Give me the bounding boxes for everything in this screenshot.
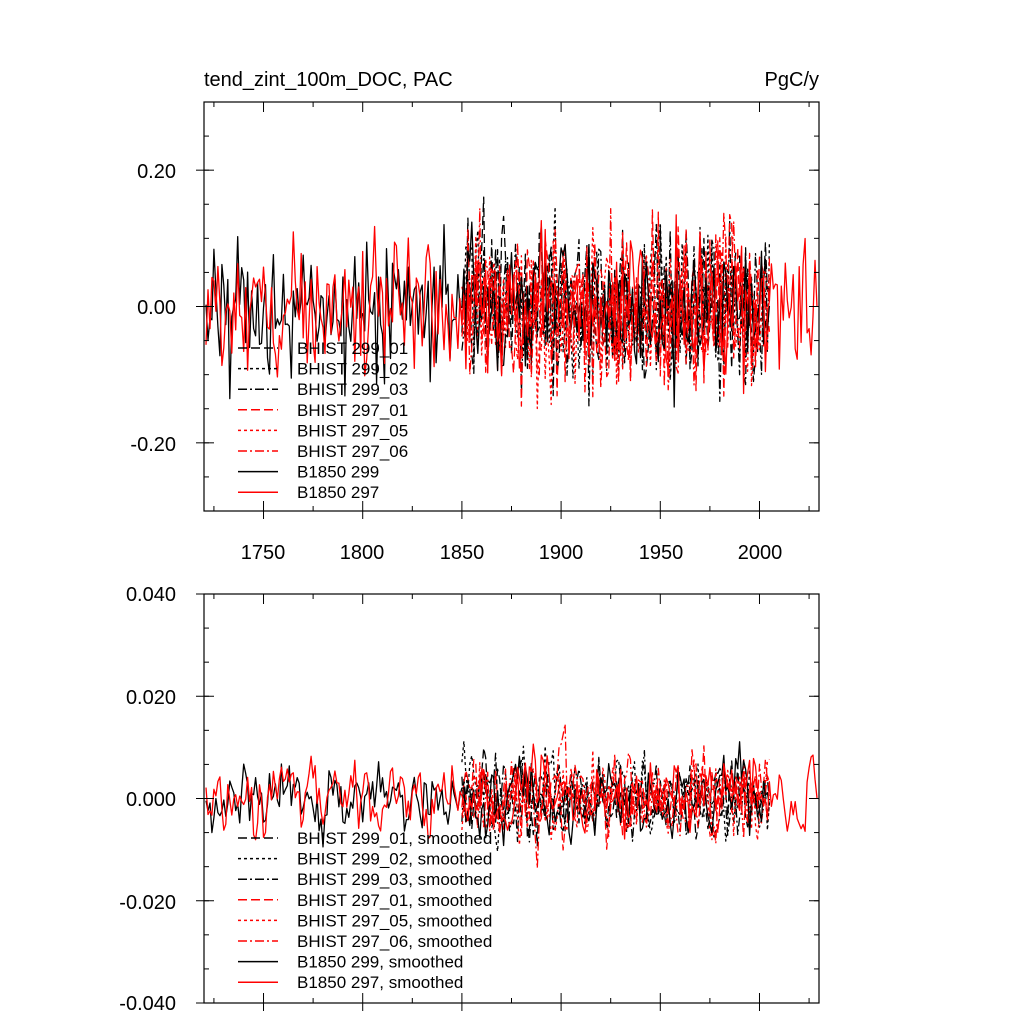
y-tick-label: 0.020 <box>126 687 176 709</box>
top-ticks <box>196 101 819 519</box>
y-tick-label: 0.20 <box>137 161 176 183</box>
legend-label: BHIST 297_05 <box>297 421 408 440</box>
legend-label: BHIST 299_02 <box>297 360 408 379</box>
x-tick-label: 2000 <box>738 542 783 564</box>
bottom-ticks <box>196 593 819 1011</box>
legend-label: BHIST 297_05, smoothed <box>297 911 492 930</box>
y-tick-label: 0.00 <box>137 297 176 319</box>
top-chart-title: tend_zint_100m_DOC, PAC <box>204 69 453 91</box>
y-tick-label: -0.040 <box>119 993 176 1015</box>
series-line <box>205 214 818 395</box>
y-tick-label: 0.040 <box>126 584 176 606</box>
x-tick-label: 1900 <box>539 542 584 564</box>
series-line <box>205 221 771 408</box>
legend-label: BHIST 297_01, smoothed <box>297 891 492 910</box>
legend-label: B1850 299 <box>297 463 379 482</box>
series-line <box>461 723 771 869</box>
legend-label: B1850 297 <box>297 483 379 502</box>
bottom-series-group <box>205 723 818 869</box>
bottom-legend: BHIST 299_01, smoothed BHIST 299_02, smoo… <box>238 829 492 992</box>
legend-label: BHIST 297_06, smoothed <box>297 932 492 951</box>
x-tick-label: 1850 <box>440 542 485 564</box>
top-x-tick-labels: 1750 1800 1850 1900 1950 2000 <box>241 542 783 564</box>
top-panel: tend_zint_100m_DOC, PAC PgC/y -0.20 0.00… <box>130 69 820 564</box>
top-series-group <box>205 196 818 410</box>
legend-label: BHIST 299_03 <box>297 380 408 399</box>
bottom-y-tick-labels: -0.040 -0.020 0.000 0.020 0.040 <box>119 584 176 1015</box>
legend-label: BHIST 299_02, smoothed <box>297 850 492 869</box>
top-chart-units: PgC/y <box>765 69 819 91</box>
legend-label: BHIST 299_01, smoothed <box>297 829 492 848</box>
top-y-tick-labels: -0.20 0.00 0.20 <box>130 161 176 456</box>
legend-label: BHIST 297_06 <box>297 442 408 461</box>
legend-label: BHIST 297_01 <box>297 401 408 420</box>
legend-label: B1850 297, smoothed <box>297 973 463 992</box>
series-line <box>461 750 771 843</box>
legend-label: B1850 299, smoothed <box>297 953 463 972</box>
x-tick-label: 1750 <box>241 542 286 564</box>
legend-label: BHIST 299_03, smoothed <box>297 870 492 889</box>
legend-label: BHIST 299_01 <box>297 339 408 358</box>
y-tick-label: 0.000 <box>126 789 176 811</box>
bottom-panel: -0.040 -0.020 0.000 0.020 0.040 BHIST 29… <box>119 584 820 1015</box>
y-tick-label: -0.20 <box>130 434 176 456</box>
y-tick-label: -0.020 <box>119 892 176 914</box>
x-tick-label: 1950 <box>639 542 684 564</box>
series-line <box>205 743 818 841</box>
x-tick-label: 1800 <box>340 542 385 564</box>
